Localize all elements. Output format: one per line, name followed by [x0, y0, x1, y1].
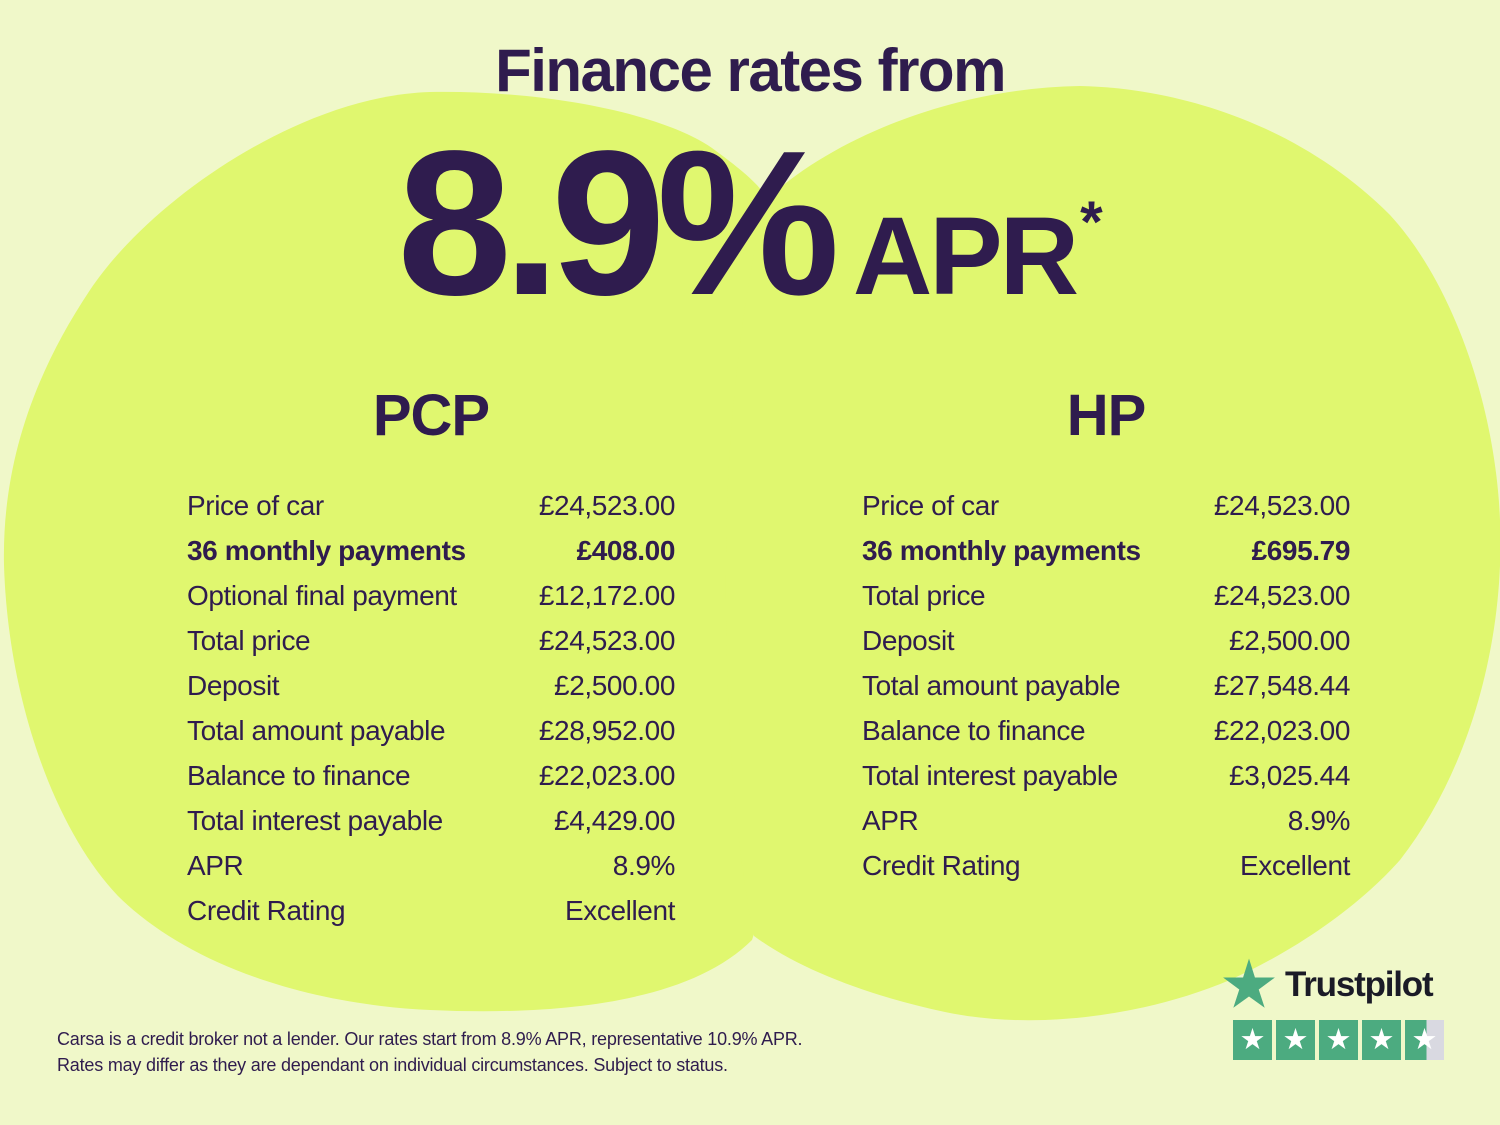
- row-label: Credit Rating: [862, 849, 1021, 881]
- row-label: Total amount payable: [187, 714, 446, 746]
- table-row: Total price £24,523.00: [187, 618, 675, 663]
- trustpilot-star-icon: [1223, 958, 1275, 1008]
- row-label: Total interest payable: [862, 759, 1118, 791]
- row-value: £2,500.00: [1229, 624, 1350, 656]
- trustpilot-rating-star-box: ★: [1362, 1020, 1401, 1060]
- table-row: 36 monthly payments £695.79: [862, 528, 1350, 573]
- table-row: Credit Rating Excellent: [187, 888, 675, 933]
- row-value: £24,523.00: [538, 489, 676, 521]
- star-icon: ★: [1368, 1021, 1395, 1056]
- table-row: 36 monthly payments £408.00: [187, 528, 675, 573]
- row-label: Deposit: [862, 624, 955, 656]
- headline-asterisk: *: [1080, 190, 1103, 255]
- trustpilot-badge: Trustpilot ★ ★ ★ ★ ★: [1222, 958, 1462, 1060]
- trustpilot-rating: ★ ★ ★ ★ ★: [1233, 1020, 1462, 1060]
- row-label: Balance to finance: [187, 759, 411, 791]
- row-value: Excellent: [1239, 849, 1350, 881]
- background-circle-right: [725, 86, 1500, 1021]
- row-label: APR: [187, 849, 244, 881]
- trustpilot-rating-star-box: ★: [1319, 1020, 1358, 1060]
- table-row: Price of car £24,523.00: [862, 483, 1350, 528]
- row-value: £695.79: [1251, 534, 1351, 566]
- headline-rate: 8.9% APR *: [0, 120, 1500, 326]
- row-label: Total amount payable: [862, 669, 1121, 701]
- row-value: £24,523.00: [1213, 489, 1351, 521]
- table-row: Optional final payment £12,172.00: [187, 573, 675, 618]
- row-value: £27,548.44: [1213, 669, 1351, 701]
- trustpilot-rating-star-box: ★: [1276, 1020, 1315, 1060]
- hp-heading: HP: [1066, 383, 1147, 448]
- page-title: Finance rates from: [495, 37, 1006, 104]
- hp-rows: Price of car £24,523.00 36 monthly payme…: [862, 483, 1350, 888]
- disclaimer-line-1: Carsa is a credit broker not a lender. O…: [57, 1029, 803, 1049]
- pcp-heading: PCP: [372, 383, 490, 448]
- table-row: Total amount payable £28,952.00: [187, 708, 675, 753]
- legal-disclaimer: Carsa is a credit broker not a lender. O…: [57, 1026, 803, 1078]
- table-row: APR 8.9%: [862, 798, 1350, 843]
- row-label: Deposit: [187, 669, 280, 701]
- table-row: Price of car £24,523.00: [187, 483, 675, 528]
- row-value: £28,952.00: [538, 714, 676, 746]
- table-row: Deposit £2,500.00: [187, 663, 675, 708]
- row-label: Optional final payment: [187, 579, 457, 611]
- table-row: Deposit £2,500.00: [862, 618, 1350, 663]
- headline-rate-suffix: APR: [852, 195, 1079, 318]
- table-row: Total amount payable £27,548.44: [862, 663, 1350, 708]
- disclaimer-line-2: Rates may differ as they are dependant o…: [57, 1055, 728, 1075]
- row-value: £22,023.00: [538, 759, 676, 791]
- table-row: Balance to finance £22,023.00: [187, 753, 675, 798]
- trustpilot-logo: Trustpilot: [1222, 958, 1462, 1009]
- row-label: Balance to finance: [862, 714, 1086, 746]
- row-label: Credit Rating: [187, 894, 346, 926]
- star-icon: ★: [1239, 1021, 1266, 1056]
- table-row: Total price £24,523.00: [862, 573, 1350, 618]
- row-label: Total interest payable: [187, 804, 443, 836]
- trustpilot-rating-star-box: ★: [1233, 1020, 1272, 1060]
- row-value: £4,429.00: [554, 804, 675, 836]
- pcp-rows: Price of car £24,523.00 36 monthly payme…: [187, 483, 675, 933]
- row-value: £2,500.00: [554, 669, 675, 701]
- row-label: Total price: [187, 624, 311, 656]
- star-icon: ★: [1325, 1021, 1352, 1056]
- row-value: £24,523.00: [538, 624, 676, 656]
- row-label: 36 monthly payments: [862, 534, 1141, 566]
- table-row: Total interest payable £3,025.44: [862, 753, 1350, 798]
- row-value: £22,023.00: [1213, 714, 1351, 746]
- row-value: £12,172.00: [538, 579, 676, 611]
- row-label: 36 monthly payments: [187, 534, 466, 566]
- table-row: Balance to finance £22,023.00: [862, 708, 1350, 753]
- row-value: £408.00: [576, 534, 676, 566]
- table-row: Credit Rating Excellent: [862, 843, 1350, 888]
- row-label: APR: [862, 804, 919, 836]
- row-label: Total price: [862, 579, 986, 611]
- row-value: £24,523.00: [1213, 579, 1351, 611]
- headline-rate-value: 8.9%: [397, 108, 840, 338]
- background-circle-left: [3, 91, 802, 1012]
- row-value: 8.9%: [1287, 804, 1351, 836]
- star-icon: ★: [1411, 1021, 1438, 1056]
- hp-table: HP Price of car £24,523.00 36 monthly pa…: [862, 382, 1350, 888]
- row-label: Price of car: [862, 489, 999, 521]
- star-icon: ★: [1282, 1021, 1309, 1056]
- trustpilot-wordmark: Trustpilot: [1285, 964, 1434, 1004]
- pcp-table: PCP Price of car £24,523.00 36 monthly p…: [187, 382, 675, 933]
- row-value: Excellent: [564, 894, 675, 926]
- row-value: 8.9%: [612, 849, 676, 881]
- table-row: APR 8.9%: [187, 843, 675, 888]
- trustpilot-rating-star-box-half: ★: [1405, 1020, 1444, 1060]
- row-value: £3,025.44: [1229, 759, 1350, 791]
- table-row: Total interest payable £4,429.00: [187, 798, 675, 843]
- row-label: Price of car: [187, 489, 324, 521]
